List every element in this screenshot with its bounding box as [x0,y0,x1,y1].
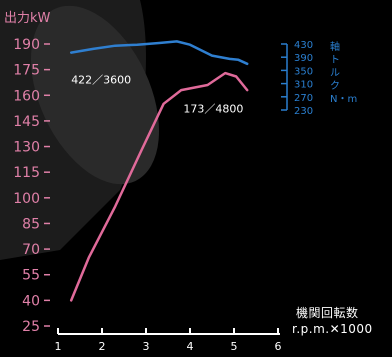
y-right-tick-label: 310 [294,80,313,91]
x-axis-unit: r.p.m.✕1000 [292,322,373,336]
y-right-axis-title: ル [330,68,340,79]
x-tick-label: 2 [99,340,106,353]
y-right-axis-title: N・m [330,94,357,105]
y-right-axis-title: ト [330,55,340,66]
y-right-tick-label: 350 [294,66,313,77]
y-right-tick-label: 270 [294,93,313,104]
x-tick-label: 4 [187,340,194,353]
y-left-tick-label: 145 [13,114,40,130]
x-tick-label: 5 [231,340,238,353]
y-right-tick-label: 390 [294,53,313,64]
data-annotation: 173／4800 [183,102,243,115]
y-left-tick-label: 160 [13,88,40,104]
y-right-tick-label: 430 [294,40,313,51]
y-left-tick-label: 190 [13,37,40,53]
y-right-axis-title: 軸 [330,40,340,53]
x-tick-label: 6 [275,340,282,353]
data-annotation: 422／3600 [71,73,131,86]
y-left-tick-label: 115 [13,165,40,181]
x-tick-label: 1 [55,340,62,353]
y-left-tick-label: 25 [22,319,40,335]
y-left-tick-label: 85 [22,216,40,232]
y-left-tick-label: 175 [13,63,40,79]
y-left-tick-label: 100 [13,191,40,207]
y-right-axis-title: ク [330,80,340,92]
piston-highlight-shape [30,5,160,185]
y-left-axis-title: 出力kW [4,11,51,26]
y-left-tick-label: 40 [22,293,40,309]
y-left-tick-label: 55 [22,268,40,284]
y-left-tick-label: 70 [22,242,40,258]
y-left-tick-label: 130 [13,140,40,156]
torque-line [69,40,249,66]
x-tick-label: 3 [143,340,150,353]
x-axis-title: 機関回転数 [296,305,359,320]
y-right-tick-label: 230 [294,106,313,117]
power-line [69,71,249,302]
